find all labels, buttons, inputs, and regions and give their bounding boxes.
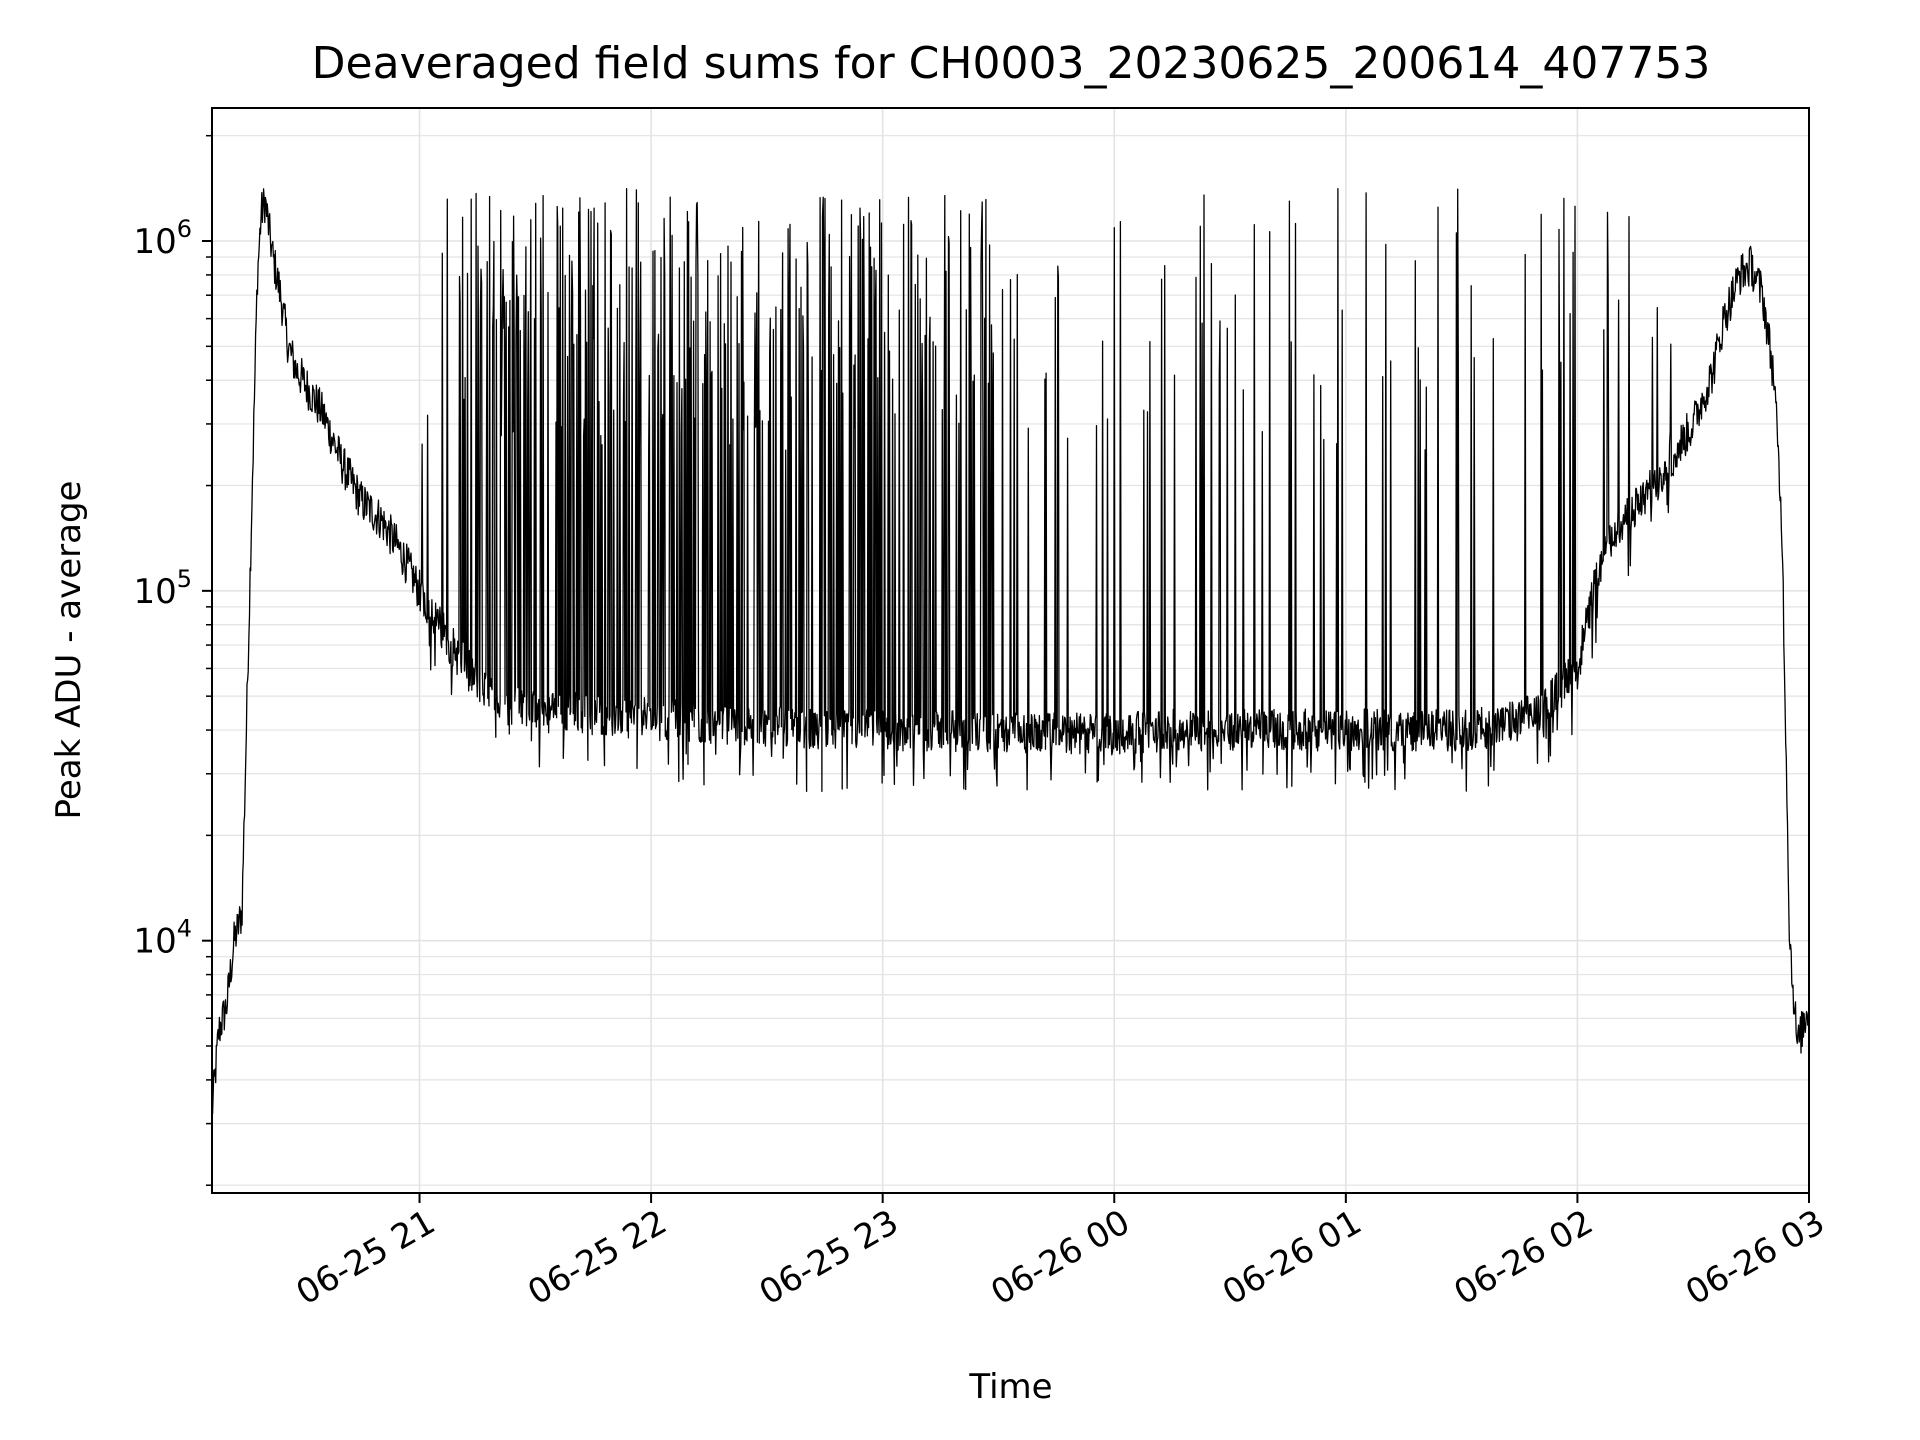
x-tick-label: 06-25 22 [521,1202,673,1313]
x-tick-label: 06-25 23 [753,1202,905,1313]
chart-title: Deaveraged field sums for CH0003_2023062… [312,38,1711,89]
y-tick-label: 105 [133,565,192,612]
x-tick-label: 06-25 21 [290,1202,442,1313]
x-tick-label: 06-26 01 [1216,1202,1368,1313]
y-tick-label: 106 [133,215,192,262]
plot-frame [211,107,1810,1194]
y-axis: 104 105 106 [133,134,212,1186]
x-axis-label: Time [968,1367,1052,1407]
x-tick-label: 06-26 00 [984,1202,1136,1313]
x-tick-label: 06-26 02 [1448,1202,1600,1313]
series-line [211,188,1810,1115]
y-axis-label: Peak ADU - average [49,481,89,820]
y-tick-label: 104 [133,915,192,962]
x-axis: 06-25 21 06-25 22 06-25 23 06-26 00 06-26 01… [290,1193,1832,1313]
x-tick-label: 06-26 03 [1679,1202,1831,1313]
